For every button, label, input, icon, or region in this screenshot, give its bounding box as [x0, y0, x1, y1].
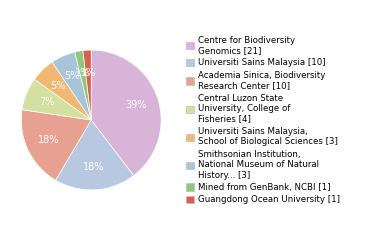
- Wedge shape: [91, 50, 161, 176]
- Wedge shape: [55, 120, 134, 190]
- Wedge shape: [52, 52, 91, 120]
- Wedge shape: [21, 110, 91, 180]
- Text: 18%: 18%: [38, 135, 59, 145]
- Wedge shape: [75, 51, 91, 120]
- Text: 39%: 39%: [125, 100, 147, 110]
- Text: 5%: 5%: [51, 81, 66, 91]
- Wedge shape: [22, 79, 91, 120]
- Legend: Centre for Biodiversity
Genomics [21], Universiti Sains Malaysia [10], Academia : Centre for Biodiversity Genomics [21], U…: [187, 36, 340, 204]
- Text: 1%: 1%: [75, 68, 90, 78]
- Wedge shape: [35, 62, 91, 120]
- Text: 7%: 7%: [40, 97, 55, 107]
- Text: 1%: 1%: [81, 67, 96, 78]
- Text: 18%: 18%: [83, 162, 105, 173]
- Text: 5%: 5%: [64, 72, 80, 82]
- Wedge shape: [83, 50, 91, 120]
